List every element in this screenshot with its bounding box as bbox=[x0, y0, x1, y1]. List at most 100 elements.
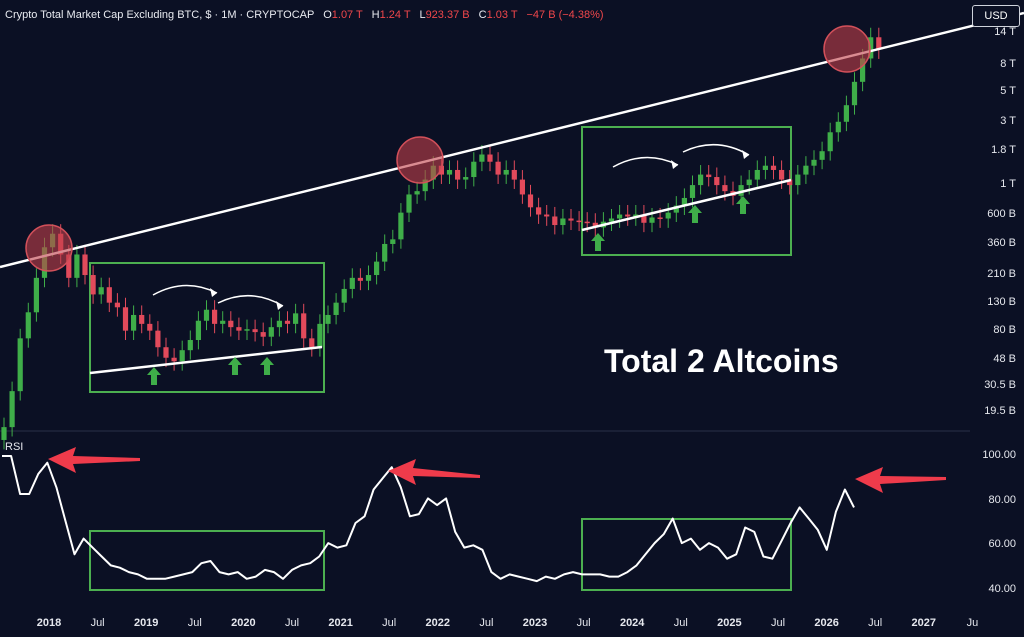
candle-body bbox=[625, 214, 631, 217]
candle-body bbox=[74, 254, 80, 278]
time-axis-tick: Jul bbox=[187, 617, 202, 629]
candle-body bbox=[544, 214, 550, 217]
candle-body bbox=[260, 332, 266, 337]
candle-body bbox=[276, 320, 282, 328]
time-axis-tick: Jul bbox=[382, 617, 397, 629]
candle-body bbox=[163, 347, 169, 358]
candle-body bbox=[236, 327, 242, 331]
red-left-arrow bbox=[855, 467, 946, 493]
green-up-arrow bbox=[147, 367, 161, 385]
candle-body bbox=[795, 174, 801, 186]
currency-button[interactable]: USD bbox=[972, 5, 1020, 27]
momentum-curve bbox=[217, 294, 284, 307]
candle-body bbox=[560, 218, 566, 226]
rsi-axis-tick: 100.00 bbox=[982, 449, 1016, 461]
candle-body bbox=[649, 217, 655, 223]
green-up-arrow bbox=[591, 233, 605, 251]
high-label: H bbox=[371, 9, 380, 21]
support-trendline bbox=[89, 345, 323, 375]
time-axis-tick: 2020 bbox=[231, 617, 256, 629]
rsi-label: RSI bbox=[5, 441, 24, 453]
open-label: O bbox=[323, 9, 332, 21]
candle-body bbox=[98, 287, 104, 295]
candle-body bbox=[398, 212, 404, 240]
time-axis-tick: Jul bbox=[576, 617, 591, 629]
candle-body bbox=[382, 243, 388, 262]
candle-body bbox=[422, 179, 428, 192]
candle-body bbox=[365, 275, 372, 281]
price-axis-tick: 600 B bbox=[987, 207, 1016, 220]
time-axis-tick: Jul bbox=[284, 617, 300, 629]
price-axis-tick: 210 B bbox=[987, 268, 1016, 281]
candle-body bbox=[487, 154, 493, 162]
candle-body bbox=[860, 58, 866, 82]
peak-circle bbox=[396, 136, 444, 184]
candle-body bbox=[519, 179, 525, 195]
symbol-title: Crypto Total Market Cap Excluding BTC, $… bbox=[5, 9, 315, 21]
candle-body bbox=[203, 309, 210, 321]
candle-body bbox=[9, 391, 15, 428]
momentum-arrowhead bbox=[742, 150, 749, 159]
candle-body bbox=[195, 320, 201, 341]
candle-body bbox=[608, 218, 615, 222]
close-label: C bbox=[478, 9, 487, 21]
candle-body bbox=[568, 218, 574, 221]
candle-body bbox=[155, 330, 161, 348]
candle-body bbox=[122, 307, 129, 331]
candle-body bbox=[819, 151, 825, 160]
chart-annotation: Total 2 Altcoins bbox=[604, 343, 839, 379]
time-axis-tick: 2023 bbox=[522, 617, 548, 629]
candle-body bbox=[147, 323, 153, 331]
candle-body bbox=[212, 309, 218, 324]
candle-body bbox=[657, 217, 663, 219]
rsi-line bbox=[2, 455, 855, 583]
time-axis-tick: Jul bbox=[673, 617, 688, 629]
candle-body bbox=[171, 357, 177, 362]
candle-body bbox=[576, 220, 582, 223]
candle-body bbox=[592, 222, 598, 228]
candle-body bbox=[843, 105, 849, 122]
time-axis-tick: Jul bbox=[770, 617, 786, 629]
candle-body bbox=[479, 154, 485, 162]
candle-body bbox=[244, 329, 250, 331]
price-axis-tick: 1.8 T bbox=[991, 144, 1016, 157]
candle-body bbox=[673, 205, 679, 213]
momentum-arrowhead bbox=[210, 288, 217, 297]
candle-body bbox=[414, 191, 420, 195]
price-axis-tick: 1 T bbox=[1000, 178, 1016, 191]
candle-body bbox=[463, 177, 469, 180]
candle-body bbox=[301, 313, 307, 339]
candle-body bbox=[349, 277, 355, 289]
candle-body bbox=[681, 197, 687, 206]
candle-body bbox=[827, 132, 833, 152]
candle-body bbox=[471, 161, 477, 178]
candle-body bbox=[284, 320, 291, 324]
green-up-arrow bbox=[260, 357, 274, 375]
candle-body bbox=[811, 159, 817, 166]
price-axis-tick: 130 B bbox=[987, 295, 1016, 308]
candle-body bbox=[333, 302, 339, 315]
price-axis-tick: 360 B bbox=[987, 236, 1016, 249]
consolidation-box bbox=[89, 530, 325, 591]
candle-body bbox=[66, 254, 72, 278]
price-axis-tick: 5 T bbox=[1000, 85, 1016, 98]
time-axis-tick: 2024 bbox=[619, 617, 645, 629]
candle-body bbox=[503, 169, 509, 175]
candle-body bbox=[738, 185, 744, 196]
consolidation-box bbox=[581, 126, 792, 256]
candle-body bbox=[293, 313, 299, 324]
peak-circle bbox=[823, 25, 871, 73]
time-axis-tick: Jul bbox=[479, 617, 494, 629]
candle-body bbox=[455, 169, 461, 180]
candle-body bbox=[106, 287, 112, 303]
momentum-arrowhead bbox=[276, 301, 283, 310]
candle-body bbox=[584, 221, 590, 224]
price-axis-tick: 8 T bbox=[1000, 58, 1016, 71]
candle-body bbox=[617, 214, 623, 219]
time-axis-tick: Jul bbox=[90, 617, 105, 629]
time-axis-tick: 2022 bbox=[425, 617, 451, 629]
time-axis-tick: 2025 bbox=[717, 617, 742, 629]
price-axis-tick: 30.5 B bbox=[984, 379, 1016, 392]
price-axis-tick: 80 B bbox=[993, 323, 1016, 336]
price-axis-tick: 48 B bbox=[993, 353, 1016, 366]
